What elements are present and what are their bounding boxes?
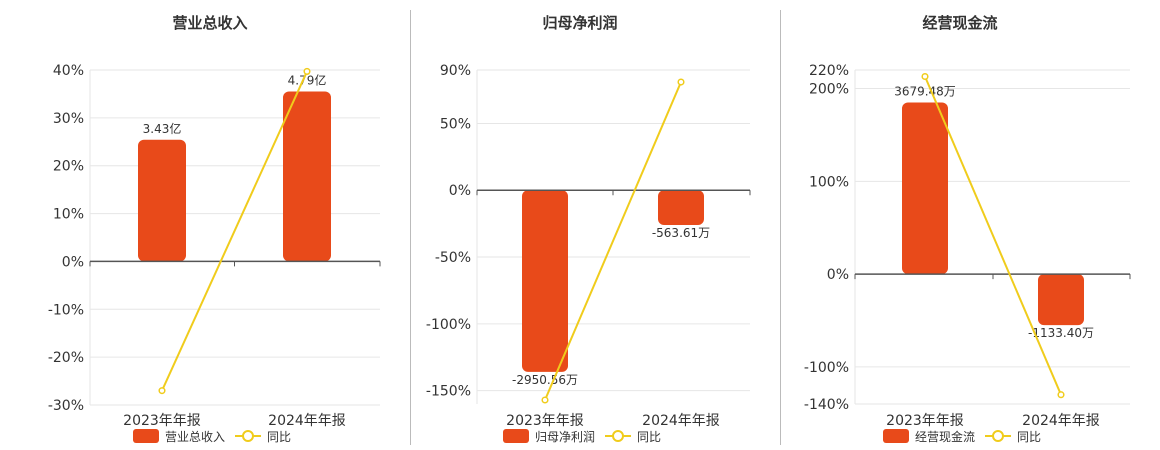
y-tick-label: 30% — [53, 111, 84, 127]
y-tick-label: 100% — [809, 174, 849, 190]
yoy-point — [541, 396, 549, 404]
legend-bar-label: 营业总收入 — [165, 430, 225, 444]
y-tick-label: 0% — [827, 267, 849, 283]
legend-line-marker — [992, 430, 1004, 442]
x-category-label: 2024年年报 — [268, 413, 346, 429]
y-tick-label: -20% — [48, 350, 84, 366]
chart-panel-revenue: 营业总收入 40% 30% 20% 10% 0% -10% -20% -30% 3.43亿 4.79… — [0, 0, 400, 450]
legend-bar-swatch — [133, 429, 159, 443]
yoy-point — [921, 72, 929, 81]
y-tick-label: 10% — [53, 207, 84, 223]
legend-line-marker — [612, 430, 624, 442]
bar — [658, 190, 704, 225]
x-category-label: 2024年年报 — [642, 413, 720, 429]
yoy-point — [677, 78, 685, 86]
bar — [522, 190, 568, 372]
chart-title: 归母净利润 — [542, 14, 617, 32]
panel-divider — [780, 10, 781, 445]
y-tick-label: 90% — [440, 63, 471, 79]
yoy-line — [544, 81, 682, 401]
y-tick-label: 0% — [62, 254, 84, 270]
x-category-label: 2023年年报 — [123, 413, 201, 429]
bar-value-label: 3.43亿 — [143, 121, 182, 136]
bar — [283, 91, 331, 262]
yoy-point — [1057, 391, 1065, 399]
y-tick-label: 20% — [53, 159, 84, 175]
yoy-point — [158, 387, 166, 395]
legend-bar-label: 经营现金流 — [915, 429, 975, 444]
bar-value-label: -563.61万 — [652, 226, 710, 240]
legend-line-label: 同比 — [267, 430, 291, 444]
legend-bar-swatch — [883, 429, 909, 443]
x-category-label: 2023年年报 — [506, 413, 584, 429]
chart-svg-revenue: 营业总收入 40% 30% 20% 10% 0% -10% -20% -30% 3.43亿 4.79… — [48, 14, 381, 444]
chart-title: 营业总收入 — [172, 14, 247, 32]
y-tick-label: -140% — [804, 397, 849, 413]
legend-line-marker — [242, 430, 254, 442]
legend-bar-swatch — [503, 429, 529, 443]
legend-line-label: 同比 — [1017, 430, 1041, 444]
chart-title: 经营现金流 — [922, 14, 997, 32]
bar-value-label: 3679.48万 — [894, 84, 956, 98]
y-tick-label: 50% — [440, 116, 471, 132]
y-tick-label: -30% — [48, 398, 84, 414]
bar — [1038, 274, 1084, 326]
panel-divider — [410, 10, 411, 445]
y-tick-label: -100% — [804, 360, 849, 376]
chart-svg-cash-flow: 经营现金流 220% 200% 100% 0% -100% -140% 3679.48万 -11… — [804, 14, 1131, 444]
bar-value-label: 4.79亿 — [288, 73, 327, 88]
yoy-point — [303, 67, 311, 75]
y-tick-label: -10% — [48, 302, 84, 318]
bar — [138, 139, 186, 262]
y-tick-label: 200% — [809, 82, 849, 98]
bar — [902, 102, 948, 275]
x-category-label: 2024年年报 — [1022, 413, 1100, 429]
y-tick-label: 40% — [53, 63, 84, 79]
yoy-line — [924, 76, 1062, 396]
y-tick-label: 0% — [449, 183, 471, 199]
bar-value-label: -2950.56万 — [512, 373, 578, 387]
y-tick-label: -50% — [435, 250, 471, 266]
chart-panel-cash-flow: 经营现金流 220% 200% 100% 0% -100% -140% 3679.48万 -11… — [770, 0, 1160, 450]
y-tick-label: -150% — [426, 384, 471, 400]
chart-svg-net-profit: 归母净利润 90% 50% 0% -50% -100% -150% -2950.56万 -563… — [426, 14, 751, 444]
legend-bar-label: 归母净利润 — [535, 430, 595, 444]
y-tick-label: 220% — [809, 63, 849, 79]
yoy-line — [161, 71, 308, 392]
x-category-label: 2023年年报 — [886, 413, 964, 429]
bar-value-label: -1133.40万 — [1028, 326, 1094, 340]
legend-line-label: 同比 — [637, 430, 661, 444]
chart-panel-net-profit: 归母净利润 90% 50% 0% -50% -100% -150% -2950.56万 -563… — [390, 0, 780, 450]
y-tick-label: -100% — [426, 317, 471, 333]
